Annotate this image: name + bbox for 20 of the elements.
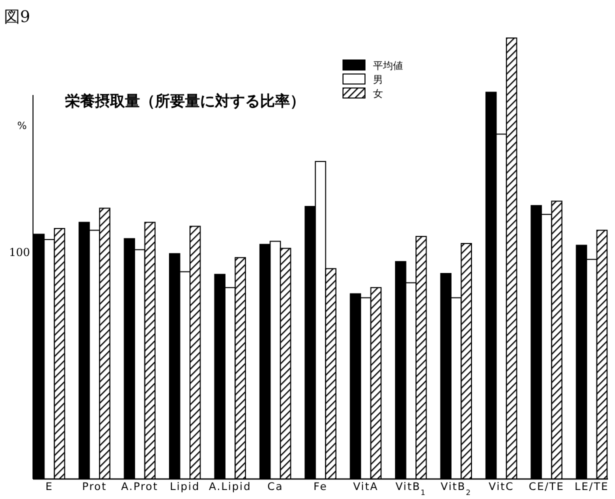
x-tick-label: Prot	[82, 481, 107, 493]
x-tick-label: VitB$_{2}$	[440, 481, 472, 496]
legend-label: 平均値	[373, 60, 403, 72]
x-tick-label: VitB$_{1}$	[395, 481, 426, 496]
x-tick-label: VitC	[488, 481, 514, 493]
caption: 図9	[4, 7, 30, 26]
y-axis-title: %	[17, 121, 27, 132]
text: 100	[9, 246, 30, 259]
x-tick-label: LE/TE	[574, 481, 609, 493]
x-tick-label: VitA	[353, 481, 378, 493]
x-tick-label: E	[45, 481, 54, 493]
x-tick-label: Fe	[314, 481, 328, 493]
x-tick-label: A.Lipid	[208, 481, 252, 493]
x-tick-label: Lipid	[170, 481, 200, 493]
legend-label: 男	[373, 75, 383, 86]
legend-label: 女	[373, 88, 383, 100]
x-tick-label: A.Prot	[121, 481, 158, 493]
x-tick-label: CE/TE	[528, 481, 564, 493]
x-tick-label: Ca	[267, 481, 284, 493]
text: 栄養摂取量（所要量に対する比率）	[65, 92, 305, 110]
